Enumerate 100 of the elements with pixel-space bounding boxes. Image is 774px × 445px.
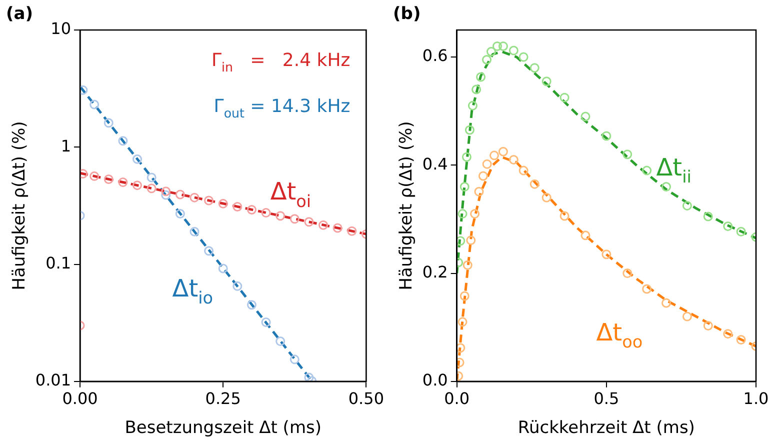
point <box>508 46 518 56</box>
point <box>662 182 672 192</box>
point <box>682 312 692 322</box>
point <box>542 76 552 86</box>
point <box>508 155 518 164</box>
point <box>580 230 590 240</box>
point <box>466 236 476 246</box>
point <box>736 226 746 236</box>
point <box>468 100 478 110</box>
point <box>204 246 214 256</box>
point <box>304 217 314 227</box>
x-tick-label: 0.25 <box>205 389 241 408</box>
point <box>723 221 733 231</box>
point <box>290 354 300 364</box>
point <box>318 220 328 230</box>
point <box>486 46 496 56</box>
point <box>703 320 713 330</box>
point <box>498 146 508 156</box>
point <box>462 152 472 162</box>
point <box>261 317 271 327</box>
point <box>232 281 242 291</box>
point <box>104 118 114 128</box>
y-tick-label: 1 <box>60 136 72 156</box>
x-tick-label: 0.5 <box>594 389 620 408</box>
point <box>560 92 570 102</box>
point <box>460 291 470 301</box>
point <box>703 212 713 222</box>
point <box>464 125 474 135</box>
point <box>290 214 300 224</box>
point <box>190 192 200 202</box>
x-axis-title: Rückkehrzeit Δt (ms) <box>518 418 695 438</box>
point <box>602 131 612 141</box>
chart-title: (b) <box>393 4 421 24</box>
point <box>132 180 142 190</box>
x-tick-label: 0.00 <box>62 389 98 408</box>
point <box>530 63 540 73</box>
y-tick-label: 10 <box>50 19 72 38</box>
y-axis-title: Häufigkeit ρ(Δt) (%) <box>396 121 417 290</box>
point <box>146 172 156 182</box>
y-tick-label: 0.1 <box>46 253 72 272</box>
point <box>146 184 156 194</box>
point <box>118 136 128 146</box>
point <box>190 226 200 236</box>
point <box>304 372 314 382</box>
point <box>218 264 228 274</box>
point <box>518 166 528 176</box>
point <box>132 154 142 164</box>
point <box>489 150 499 160</box>
y-tick-label: 0.01 <box>35 370 72 390</box>
point <box>90 171 100 181</box>
point <box>580 112 590 122</box>
point <box>458 209 468 219</box>
point <box>498 41 508 51</box>
point <box>104 174 114 184</box>
point <box>482 159 492 169</box>
point <box>218 198 228 208</box>
y-tick-label: 0.0 <box>422 370 448 390</box>
y-axis-title: Häufigkeit ρ(Δt) (%) <box>10 121 30 290</box>
point <box>456 343 466 353</box>
y-tick-label: 0.2 <box>422 262 448 282</box>
point <box>492 41 502 51</box>
point <box>456 236 466 246</box>
point <box>118 178 128 188</box>
point <box>482 54 492 64</box>
point <box>662 298 672 308</box>
point <box>458 317 468 327</box>
x-tick-label: 0.0 <box>444 389 470 408</box>
point <box>723 329 733 339</box>
point <box>246 300 256 310</box>
point <box>602 250 612 260</box>
point <box>332 223 342 233</box>
y-tick-label: 0.6 <box>422 46 448 66</box>
point <box>474 186 484 196</box>
point <box>622 268 632 278</box>
x-tick-label: 1.0 <box>743 389 769 408</box>
point <box>261 208 271 218</box>
point <box>472 84 482 94</box>
point <box>276 211 286 221</box>
point <box>204 196 214 206</box>
point <box>470 209 480 219</box>
point <box>232 202 242 212</box>
x-tick-label: 0.50 <box>348 389 384 408</box>
point <box>530 179 540 189</box>
point <box>642 166 652 176</box>
point <box>682 200 692 210</box>
point <box>622 150 632 160</box>
x-axis-title: Besetzungszeit Δt (ms) <box>124 418 322 438</box>
y-tick-label: 0.4 <box>422 154 448 174</box>
point <box>246 205 256 215</box>
point <box>462 260 472 270</box>
point <box>542 192 552 202</box>
point <box>161 186 171 196</box>
point <box>560 211 570 221</box>
point <box>642 284 652 294</box>
point <box>175 190 185 200</box>
point <box>347 226 357 236</box>
point <box>276 336 286 346</box>
point <box>518 52 528 62</box>
point <box>161 190 171 200</box>
point <box>90 100 100 110</box>
